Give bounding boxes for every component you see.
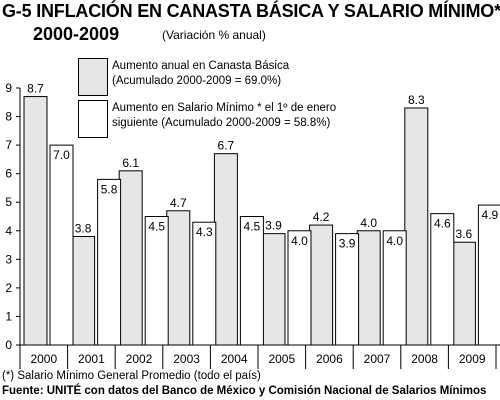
legend-label-salario-line1: Aumento en Salario Mínimo * el 1º de ene… [112, 102, 337, 114]
value-label-salario-2003: 4.3 [196, 225, 213, 239]
value-label-canasta-2003: 4.7 [170, 196, 187, 210]
value-label-canasta-2009: 3.6 [456, 227, 473, 241]
bar-canasta-2005 [261, 233, 286, 346]
bar-salario-2007 [382, 230, 407, 346]
bar-salario-2009 [477, 204, 500, 346]
value-label-salario-2006: 3.9 [339, 237, 356, 251]
x-tick-label-2002: 2002 [126, 352, 153, 366]
value-label-canasta-2004: 6.7 [218, 139, 235, 153]
y-tick-label-7: 7 [5, 138, 12, 152]
legend-swatch-canasta [78, 58, 108, 96]
x-tick-label-2004: 2004 [221, 352, 248, 366]
value-label-canasta-2005: 3.9 [265, 219, 282, 233]
y-tick-label-8: 8 [5, 110, 12, 124]
y-tick-label-0: 0 [5, 338, 12, 352]
bar-canasta-2002 [118, 170, 143, 346]
y-tick-label-5: 5 [5, 195, 12, 209]
legend-label-canasta: Aumento anual en Canasta Básica (Acumula… [112, 59, 289, 89]
y-tick-label-2: 2 [5, 281, 12, 295]
footnote: (*) Salario Mínimo General Promedio (tod… [2, 370, 261, 382]
legend-swatch-salario [78, 100, 108, 138]
x-tick-label-2006: 2006 [316, 352, 343, 366]
y-tick-label-9: 9 [5, 81, 12, 95]
legend-label-canasta-line1: Aumento anual en Canasta Básica [112, 60, 290, 72]
value-label-salario-2001: 5.8 [101, 182, 118, 196]
y-tick-label-3: 3 [5, 252, 12, 266]
bar-salario-2001 [97, 178, 122, 346]
x-tick-label-2003: 2003 [173, 352, 200, 366]
source-note: Fuente: UNITÉ con datos del Banco de Méx… [2, 385, 487, 397]
bar-salario-2008 [430, 213, 455, 346]
value-label-salario-2000: 7.0 [53, 148, 70, 162]
legend-label-salario-line2: siguiente (Acumulado 2000-2009 = 58.8%) [112, 117, 331, 129]
x-tick-label-2009: 2009 [459, 352, 486, 366]
x-tick-label-2001: 2001 [78, 352, 105, 366]
y-tick-label-6: 6 [5, 167, 12, 181]
value-label-canasta-2008: 8.3 [408, 93, 425, 107]
bar-canasta-2008 [404, 107, 429, 346]
value-label-salario-2002: 4.5 [148, 220, 165, 234]
chart-title: G-5 INFLACIÓN EN CANASTA BÁSICA Y SALARI… [2, 1, 500, 21]
x-tick-label-2000: 2000 [30, 352, 57, 366]
value-label-canasta-2007: 4.0 [360, 216, 377, 230]
bar-salario-2003 [192, 221, 217, 346]
legend-label-canasta-line2: (Acumulado 2000-2009 = 69.0%) [112, 75, 282, 87]
x-tick-label-2007: 2007 [364, 352, 391, 366]
bar-canasta-2006 [309, 224, 334, 346]
bar-canasta-2009 [451, 241, 476, 346]
y-tick-label-4: 4 [5, 224, 12, 238]
bar-salario-2002 [144, 216, 169, 346]
value-label-salario-2007: 4.0 [386, 234, 403, 248]
value-label-salario-2004: 4.5 [244, 220, 261, 234]
value-label-canasta-2001: 3.8 [75, 221, 92, 235]
bar-canasta-2000 [23, 96, 48, 346]
chart-subtitle: (Variación % anual) [162, 28, 266, 42]
bar-salario-2005 [287, 230, 312, 346]
x-tick-label-2005: 2005 [268, 352, 295, 366]
value-label-canasta-2002: 6.1 [122, 156, 139, 170]
value-label-salario-2009: 4.9 [482, 208, 499, 222]
bar-canasta-2004 [213, 153, 238, 346]
bar-canasta-2001 [71, 235, 96, 346]
value-label-salario-2005: 4.0 [291, 234, 308, 248]
bar-canasta-2007 [356, 230, 381, 346]
value-label-salario-2008: 4.6 [434, 217, 451, 231]
bar-canasta-2003 [166, 210, 191, 346]
legend-label-salario: Aumento en Salario Mínimo * el 1º de ene… [112, 101, 336, 131]
bar-salario-2000 [49, 144, 74, 346]
chart-title-years: 2000-2009 [33, 24, 120, 44]
bar-salario-2004 [239, 216, 264, 346]
y-tick-label-1: 1 [5, 309, 12, 323]
value-label-canasta-2000: 8.7 [27, 82, 44, 96]
value-label-canasta-2006: 4.2 [313, 210, 330, 224]
x-tick-label-2008: 2008 [411, 352, 438, 366]
